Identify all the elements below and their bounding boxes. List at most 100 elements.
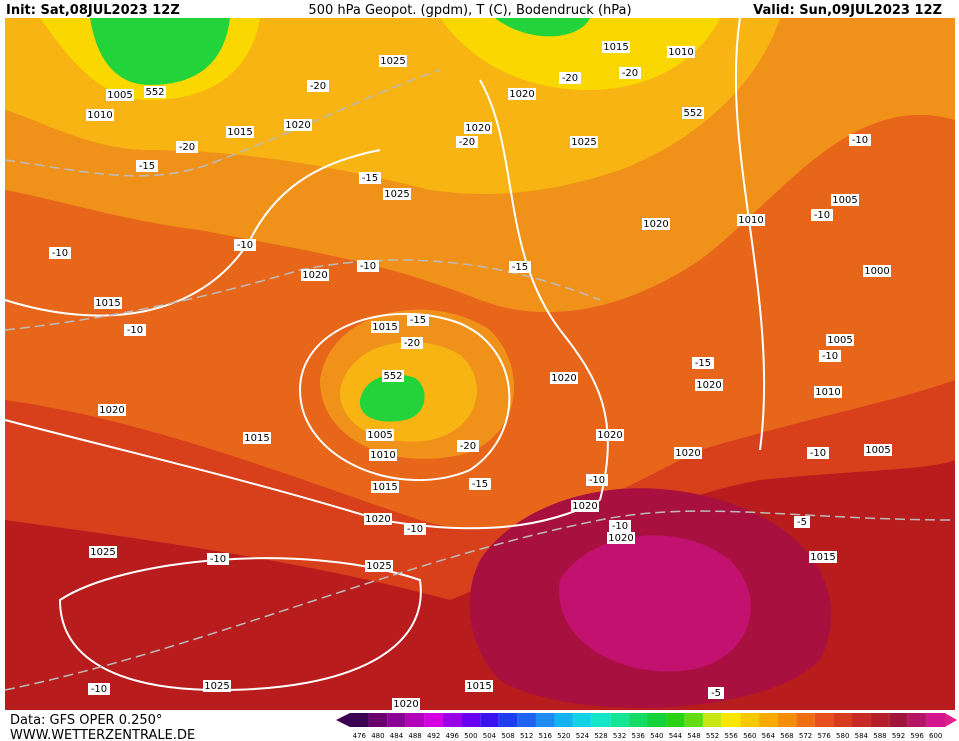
label-box bbox=[144, 86, 166, 98]
label-box bbox=[371, 481, 399, 493]
isobar-label: 1015 bbox=[95, 298, 120, 309]
colorbar-swatch bbox=[703, 713, 722, 727]
colorbar-label: 508 bbox=[501, 732, 514, 740]
label-box bbox=[49, 247, 71, 259]
colorbar-swatch bbox=[405, 713, 425, 727]
label-box bbox=[307, 80, 329, 92]
colorbar-label: 476 bbox=[353, 732, 367, 740]
label-box bbox=[136, 160, 158, 172]
label-box bbox=[864, 444, 892, 456]
colorbar-swatch bbox=[759, 713, 778, 727]
colorbar-label: 516 bbox=[539, 732, 553, 740]
colorbar-label: 548 bbox=[687, 732, 700, 740]
label-box bbox=[508, 88, 536, 100]
label-box bbox=[88, 683, 110, 695]
header-bar bbox=[0, 0, 959, 18]
colorbar-label: 556 bbox=[724, 732, 738, 740]
isobar-label: 1025 bbox=[366, 561, 391, 572]
isobar-label: -15 bbox=[139, 161, 155, 172]
isobar-label: 1025 bbox=[204, 681, 229, 692]
label-box bbox=[234, 239, 256, 251]
isobar-label: 552 bbox=[383, 371, 402, 382]
label-box bbox=[609, 520, 631, 532]
isobar-label: -15 bbox=[512, 262, 528, 273]
isobar-label: 1015 bbox=[372, 482, 397, 493]
isobar-label: 1015 bbox=[244, 433, 269, 444]
isobar-label: -10 bbox=[810, 448, 826, 459]
map-labels: 1005 1010 552 1015 1020 -20 -15 -20 1025 1020 1020… bbox=[49, 41, 892, 710]
label-box bbox=[619, 67, 641, 79]
label-box bbox=[674, 447, 702, 459]
isobar-label: 1020 bbox=[99, 405, 124, 416]
label-box bbox=[809, 551, 837, 563]
label-box bbox=[226, 126, 254, 138]
colorbar-label: 600 bbox=[929, 732, 942, 740]
isobar-label: 1010 bbox=[738, 215, 763, 226]
isobar-label: -15 bbox=[695, 358, 711, 369]
colorbar-swatch bbox=[387, 713, 406, 727]
label-box bbox=[695, 379, 723, 391]
isobar-label: -10 bbox=[210, 554, 226, 565]
label-box bbox=[849, 134, 871, 146]
colorbar-swatch bbox=[517, 713, 536, 727]
label-box bbox=[826, 334, 854, 346]
label-box bbox=[571, 500, 599, 512]
label-box bbox=[667, 46, 695, 58]
label-box bbox=[807, 447, 829, 459]
colorbar-label: 560 bbox=[743, 732, 756, 740]
colorbar-swatch bbox=[461, 713, 481, 727]
label-box bbox=[596, 429, 624, 441]
isobar-label: -20 bbox=[459, 137, 475, 148]
isobar-label: 1010 bbox=[668, 47, 693, 58]
isobar-label: 1020 bbox=[643, 219, 668, 230]
colorbar-swatch bbox=[554, 713, 574, 727]
label-box bbox=[570, 136, 598, 148]
label-box bbox=[392, 698, 420, 710]
isobar-label: 1005 bbox=[832, 195, 857, 206]
colorbar-label: 500 bbox=[464, 732, 477, 740]
label-box bbox=[682, 107, 704, 119]
isobar-label: 1015 bbox=[372, 322, 397, 333]
label-box bbox=[176, 141, 198, 153]
isobar-label: -10 bbox=[407, 524, 423, 535]
label-box bbox=[457, 440, 479, 452]
valid-time: Valid: Sun,09JUL2023 12Z bbox=[753, 3, 942, 18]
label-box bbox=[301, 269, 329, 281]
isobar-label: 552 bbox=[145, 87, 164, 98]
colorbar-label: 512 bbox=[520, 732, 533, 740]
isobar-label: 1010 bbox=[815, 387, 840, 398]
isobar-label: 1015 bbox=[603, 42, 628, 53]
colorbar-swatch bbox=[610, 713, 629, 727]
colorbar-swatch bbox=[814, 713, 834, 727]
colorbar-label: 532 bbox=[613, 732, 626, 740]
colorbar-swatch bbox=[907, 713, 927, 727]
colorbar-label: 524 bbox=[576, 732, 590, 740]
colorbar-label: 592 bbox=[892, 732, 905, 740]
isobar-label: 1000 bbox=[864, 266, 889, 277]
label-box bbox=[371, 321, 399, 333]
colorbar-swatch bbox=[368, 713, 388, 727]
colorbar-label: 572 bbox=[799, 732, 812, 740]
label-box bbox=[607, 532, 635, 544]
isobar-label: 1015 bbox=[466, 681, 491, 692]
isobar-label: -10 bbox=[127, 325, 143, 336]
label-box bbox=[602, 41, 630, 53]
isobar-label: 1005 bbox=[107, 90, 132, 101]
isobar-label: -15 bbox=[362, 173, 378, 184]
colorbar-label: 520 bbox=[557, 732, 570, 740]
isobar-label: -20 bbox=[310, 81, 326, 92]
label-box bbox=[284, 119, 312, 131]
label-box bbox=[831, 194, 859, 206]
colorbar-label: 552 bbox=[706, 732, 719, 740]
isobar-label: 1025 bbox=[571, 137, 596, 148]
colorbar-swatch bbox=[926, 713, 945, 727]
isobar-label: -20 bbox=[622, 68, 638, 79]
isobar-label: 1020 bbox=[572, 501, 597, 512]
isobar-label: 1005 bbox=[367, 430, 392, 441]
isobar-label: -10 bbox=[360, 261, 376, 272]
label-box bbox=[203, 680, 231, 692]
data-source: Data: GFS OPER 0.250° bbox=[10, 713, 162, 728]
colorbar: 476 480 484 488 492 496 500 504 508 512 516 520 524 5… bbox=[336, 713, 957, 740]
isobar-label: -10 bbox=[822, 351, 838, 362]
isobar-label: 1020 bbox=[696, 380, 721, 391]
